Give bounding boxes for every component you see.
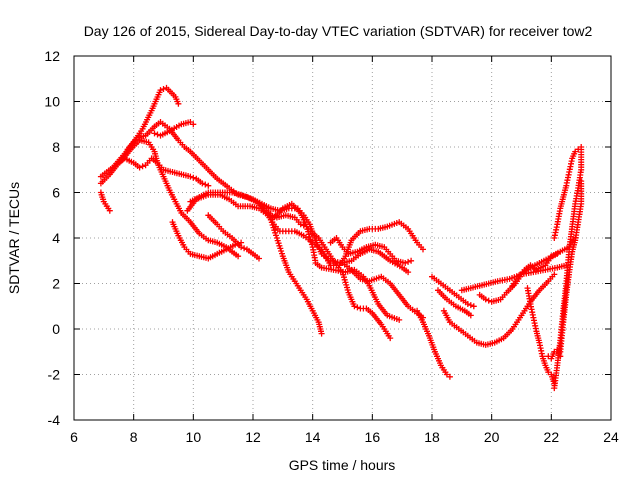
- y-tick-label: 2: [52, 276, 60, 292]
- x-tick-label: 10: [186, 429, 202, 445]
- series-arc-7: [169, 219, 245, 262]
- series-arc-6: [151, 119, 197, 139]
- grid: [74, 56, 611, 420]
- y-tick-label: 4: [52, 230, 60, 246]
- series-arc-5: [97, 189, 113, 214]
- x-tick-label: 22: [544, 429, 560, 445]
- series-arc-17: [435, 287, 474, 319]
- y-tick-label: -2: [48, 367, 61, 383]
- x-tick-label: 16: [365, 429, 381, 445]
- series-arc-15: [414, 307, 453, 380]
- x-axis-label: GPS time / hours: [289, 457, 396, 473]
- series-arc-16: [429, 273, 477, 310]
- x-tick-label: 8: [130, 429, 138, 445]
- series-arc-26: [551, 146, 582, 241]
- series-arc-18: [440, 271, 558, 348]
- series-arc-12: [259, 203, 325, 337]
- series-arc-4: [109, 137, 242, 260]
- x-tick-label: 24: [603, 429, 619, 445]
- x-tick-label: 6: [70, 429, 78, 445]
- y-tick-label: 12: [44, 48, 60, 64]
- y-tick-label: 6: [52, 185, 60, 201]
- series-arc-2: [124, 119, 403, 323]
- y-axis-label: SDTVAR / TECUs: [6, 182, 22, 294]
- chart-title: Day 126 of 2015, Sidereal Day-to-day VTE…: [84, 23, 593, 39]
- series-arc-10: [205, 212, 262, 262]
- x-tick-label: 14: [305, 429, 321, 445]
- x-tick-label: 12: [245, 429, 261, 445]
- series-arc-22: [524, 285, 558, 387]
- data-series: [97, 84, 585, 392]
- series-arc-25: [557, 178, 585, 355]
- series-arc-13: [327, 235, 415, 266]
- x-tick-label: 20: [484, 429, 500, 445]
- y-tick-label: 0: [52, 321, 60, 337]
- y-tick-label: 8: [52, 139, 60, 155]
- y-tick-label: 10: [44, 94, 60, 110]
- series-arc-11: [264, 212, 426, 269]
- x-tick-label: 18: [424, 429, 440, 445]
- y-tick-label: -4: [48, 412, 61, 428]
- series-arc-8: [184, 191, 394, 342]
